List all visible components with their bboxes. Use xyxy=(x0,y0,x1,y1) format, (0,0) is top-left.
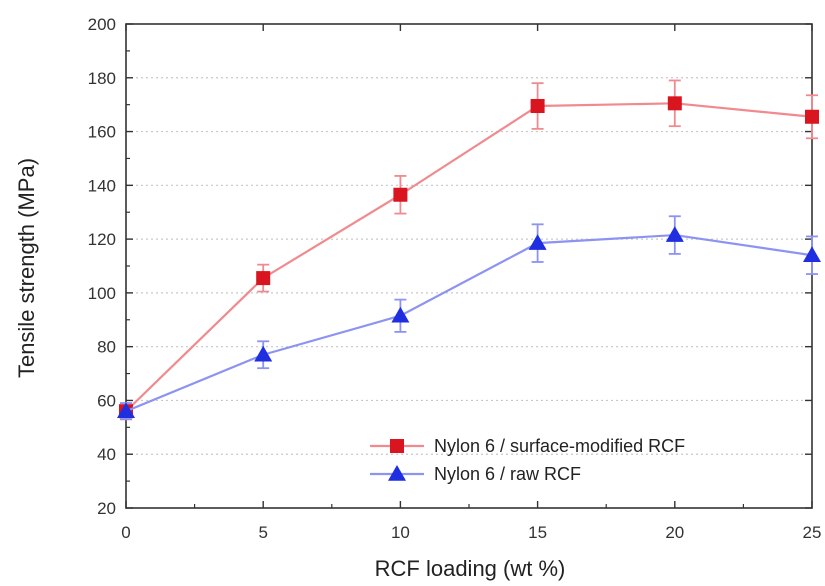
data-point xyxy=(665,226,684,242)
y-tick-label: 160 xyxy=(88,123,116,142)
y-tick-label: 60 xyxy=(97,391,116,410)
data-point xyxy=(528,234,547,250)
series-line xyxy=(125,102,813,412)
x-tick-label: 0 xyxy=(121,523,130,542)
legend-marker xyxy=(388,465,406,481)
x-axis-ticks: 0 5 10 15 20 25 xyxy=(121,24,821,542)
x-axis-title: RCF loading (wt %) xyxy=(375,556,566,581)
y-tick-label: 180 xyxy=(88,69,116,88)
legend-item: Nylon 6 / surface-modified RCF xyxy=(370,436,685,456)
data-point xyxy=(393,187,408,202)
x-tick-label: 20 xyxy=(665,523,684,542)
y-tick-label: 80 xyxy=(97,338,116,357)
legend-item: Nylon 6 / raw RCF xyxy=(370,464,581,484)
data-point xyxy=(256,271,271,286)
x-tick-label: 10 xyxy=(391,523,410,542)
y-tick-label: 20 xyxy=(97,499,116,518)
series-surface-modified xyxy=(119,79,819,421)
series-raw xyxy=(117,215,821,421)
legend-label: Nylon 6 / raw RCF xyxy=(434,464,581,484)
y-tick-label: 100 xyxy=(88,284,116,303)
y-axis-ticks: 20 40 60 80 100 120 140 160 180 200 xyxy=(88,15,812,518)
legend-label: Nylon 6 / surface-modified RCF xyxy=(434,436,685,456)
grid-lines xyxy=(126,77,812,455)
data-point xyxy=(254,345,273,362)
data-point xyxy=(667,96,682,111)
y-tick-label: 140 xyxy=(88,176,116,195)
legend-marker xyxy=(390,439,404,453)
data-series xyxy=(117,79,821,421)
data-point xyxy=(805,109,819,124)
data-point xyxy=(117,402,135,418)
x-tick-label: 15 xyxy=(528,523,547,542)
y-axis-title: Tensile strength (MPa) xyxy=(14,158,39,378)
y-tick-label: 40 xyxy=(97,445,116,464)
data-point xyxy=(391,306,410,323)
legend: Nylon 6 / surface-modified RCF Nylon 6 / … xyxy=(370,436,685,484)
data-point xyxy=(803,246,821,262)
y-tick-label: 200 xyxy=(88,15,116,34)
x-tick-label: 25 xyxy=(803,523,822,542)
series-line xyxy=(125,233,813,413)
data-point xyxy=(530,99,545,114)
y-tick-label: 120 xyxy=(88,230,116,249)
x-tick-label: 5 xyxy=(258,523,267,542)
